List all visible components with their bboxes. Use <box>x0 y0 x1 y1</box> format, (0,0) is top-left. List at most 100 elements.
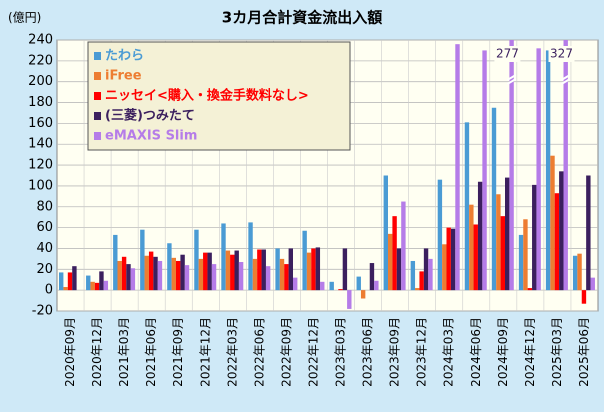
legend-marker <box>94 112 101 120</box>
bar <box>113 234 118 291</box>
x-tick-label: 2023年09月 <box>388 317 402 387</box>
value-label-box <box>548 46 575 62</box>
bar <box>72 266 77 291</box>
bar <box>176 260 181 291</box>
legend-marker <box>94 72 101 80</box>
x-tick-label: 2023年12月 <box>415 317 429 387</box>
bar <box>369 263 375 291</box>
bar <box>586 175 591 291</box>
bar <box>265 266 271 291</box>
bar <box>194 229 199 291</box>
bars: 277 327 <box>59 40 595 309</box>
bar <box>536 48 541 291</box>
bar <box>410 260 416 291</box>
bar <box>67 272 73 291</box>
bar <box>509 40 514 291</box>
legend: たわら iFree ニッセイ<購入・換金手数料なし> (三菱)つみたて eMAXIS S… <box>87 41 351 151</box>
y-tick-label: 220 <box>28 53 53 68</box>
bar <box>203 252 208 291</box>
x-tick-label: 2023年03月 <box>334 317 348 387</box>
bar <box>157 260 163 291</box>
bar <box>121 256 127 291</box>
legend-label: eMAXIS Slim <box>105 129 197 144</box>
bar <box>518 234 524 291</box>
bar <box>238 262 244 291</box>
bar <box>126 264 131 291</box>
bar <box>415 288 420 291</box>
bar <box>252 258 258 291</box>
bar <box>532 184 537 291</box>
bar <box>437 179 443 291</box>
bar <box>234 250 239 291</box>
bar <box>59 272 64 291</box>
axis-break <box>560 74 571 85</box>
value-label-box <box>494 46 521 62</box>
x-tick-label: 2020年09月 <box>63 317 77 387</box>
bar <box>94 282 100 291</box>
bar <box>184 265 190 291</box>
bar <box>392 216 397 291</box>
bar <box>590 277 595 291</box>
x-tick-label: 2024年09月 <box>496 317 510 387</box>
x-tick-label: 2022年12月 <box>306 317 320 387</box>
x-tick-label: 2022年03月 <box>225 317 239 387</box>
x-tick-label: 2025年03月 <box>550 317 564 387</box>
y-tick-label: 100 <box>28 178 53 193</box>
bar <box>550 155 555 291</box>
y-tick-label: 180 <box>28 95 53 110</box>
legend-box <box>87 41 351 151</box>
legend-label: (三菱)つみたて <box>105 108 195 124</box>
bar <box>455 44 460 291</box>
bar <box>356 276 361 291</box>
bar <box>477 181 483 291</box>
bar <box>284 264 289 291</box>
bar <box>144 255 149 291</box>
x-tick-label: 2021年06月 <box>144 317 158 387</box>
x-tick-label: 2024年03月 <box>442 317 456 387</box>
bar <box>86 275 91 291</box>
bar <box>315 247 321 291</box>
bar <box>464 122 470 291</box>
bar <box>180 254 185 291</box>
bar <box>563 40 568 291</box>
legend-marker <box>94 132 101 140</box>
y-tick-label: 120 <box>28 158 53 173</box>
bar <box>130 268 136 291</box>
x-tick-label: 2023年06月 <box>361 317 375 387</box>
bar <box>311 248 316 291</box>
bar <box>198 258 204 291</box>
bar <box>63 287 68 291</box>
bar <box>572 255 578 291</box>
value-label: 327 <box>550 47 573 61</box>
legend-marker <box>94 92 101 100</box>
bar <box>446 227 451 291</box>
bar <box>527 288 533 291</box>
bar <box>221 223 226 291</box>
bar <box>581 290 587 304</box>
bar <box>90 281 95 291</box>
bar <box>279 258 285 291</box>
bar <box>302 230 307 291</box>
bar <box>171 257 176 291</box>
x-tick-label: 2021年09月 <box>171 317 185 387</box>
bar <box>469 204 474 291</box>
bar <box>99 271 104 291</box>
bar <box>383 175 388 291</box>
bar <box>545 50 551 291</box>
y-tick-label: 140 <box>28 137 53 152</box>
y-axis-label: (億円) <box>8 11 41 25</box>
bar <box>153 256 158 291</box>
bar <box>419 271 424 291</box>
y-tick-label: 60 <box>36 220 53 235</box>
bar <box>442 244 447 291</box>
bar <box>225 250 231 291</box>
bar <box>293 277 298 291</box>
bar <box>148 251 154 291</box>
bar <box>482 50 487 291</box>
y-tick-label: 240 <box>28 33 53 48</box>
legend-label: たわら <box>105 49 144 64</box>
bar <box>338 289 343 291</box>
bar <box>388 233 393 291</box>
legend-label: ニッセイ<購入・換金手数料なし> <box>105 88 309 104</box>
